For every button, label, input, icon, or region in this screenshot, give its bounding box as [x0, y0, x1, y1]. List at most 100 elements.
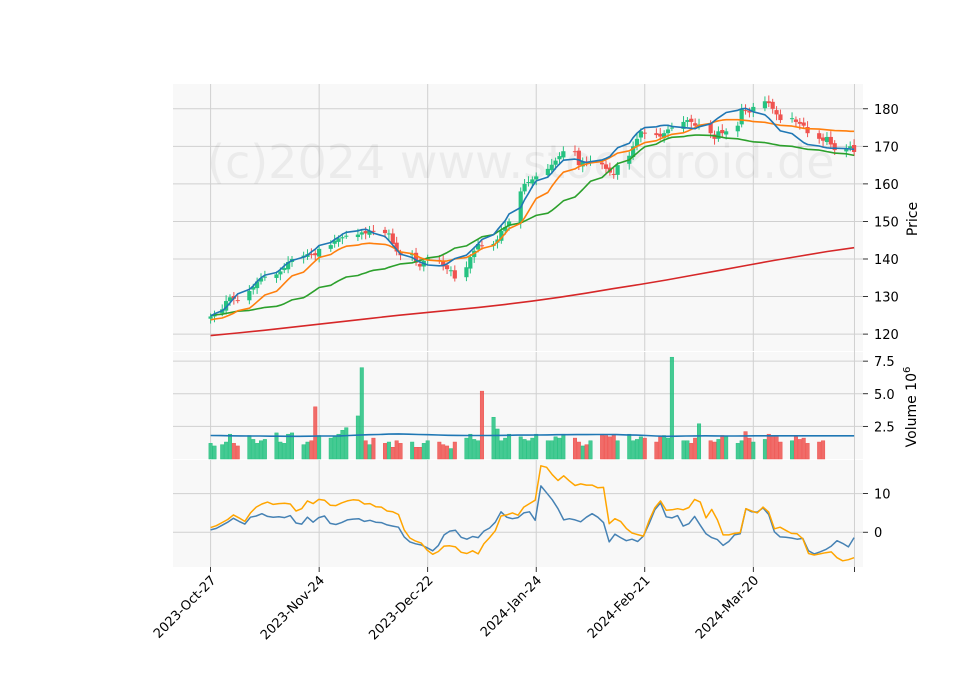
candle-body [274, 274, 279, 278]
volume-bar [231, 443, 236, 460]
sma-green-line [210, 134, 855, 317]
volume-bar [371, 437, 376, 460]
candle-body [371, 230, 376, 232]
volume-bar [526, 440, 531, 460]
candle-body [506, 221, 512, 226]
volume-bar [390, 447, 395, 460]
candle-body [735, 125, 740, 132]
candle-body [716, 131, 721, 139]
candle-body [286, 262, 291, 270]
candle-body [452, 270, 457, 279]
candle-body [355, 234, 361, 238]
volume-tick-label: 5.0 [874, 388, 895, 403]
candle-body [778, 114, 783, 121]
volume-bar [793, 436, 798, 460]
candle-body [410, 254, 415, 256]
candle-body [766, 101, 771, 104]
candle-body [224, 301, 229, 311]
candle-body [444, 265, 450, 270]
volume-bar [530, 437, 535, 460]
volume-bar [507, 433, 512, 460]
volume-bar [332, 436, 337, 460]
volume-bar [212, 445, 217, 460]
candle-body [534, 176, 539, 180]
volume-bar [452, 441, 457, 460]
candle-body [580, 161, 585, 167]
volume-bar [344, 427, 349, 460]
candle-body [235, 300, 240, 302]
candle-body [317, 248, 322, 257]
volume-bar [286, 433, 291, 460]
volume-tick-label: 7.5 [874, 355, 895, 370]
candle-body [208, 316, 213, 319]
volume-bar [669, 356, 674, 460]
volume-bar [666, 437, 671, 460]
volume-bar [386, 441, 391, 460]
candle-body [448, 270, 454, 272]
volume-bar [770, 435, 775, 460]
volume-bar [414, 447, 419, 460]
candle-body [693, 123, 698, 126]
volume-bar [421, 443, 426, 460]
volume-bar [290, 432, 294, 460]
volume-bar [255, 443, 260, 460]
volume-bar [724, 436, 729, 460]
volume-bar [697, 423, 702, 460]
volume-bar [561, 433, 566, 460]
volume-bar [638, 436, 643, 460]
candle-body [615, 165, 620, 175]
x-tick-label: 2023-Nov-24 [258, 573, 328, 643]
volume-axis-label: Volume 106 [902, 367, 920, 448]
volume-bar [549, 440, 554, 460]
price-tick-label: 170 [874, 140, 899, 155]
candle-body [665, 129, 671, 134]
candle-body [762, 101, 768, 109]
volume-bar [522, 439, 527, 460]
volume-bar [735, 443, 740, 460]
volume-bar [425, 440, 430, 460]
candle-body [530, 179, 535, 184]
volume-tick-label: 2.5 [874, 420, 895, 435]
candle-body [669, 127, 674, 129]
volume-bar [821, 440, 826, 460]
volume-bar [805, 443, 810, 460]
candle-body [328, 245, 333, 249]
candle-body [805, 126, 810, 134]
candle-body [797, 121, 802, 124]
candle-body [789, 118, 795, 120]
oscillator-orange-line [210, 465, 855, 562]
candle-body [820, 137, 826, 141]
candle-body [247, 290, 252, 301]
volume-bar [259, 440, 263, 460]
volume-bar [445, 445, 450, 460]
x-tick-label: 2024-Feb-21 [585, 573, 654, 642]
candle-body [282, 268, 287, 271]
candle-body [359, 232, 364, 235]
price-axis-label: Price [905, 202, 921, 236]
candle-body [503, 227, 508, 231]
candle-body [475, 243, 481, 250]
volume-bar [437, 441, 442, 460]
volume-bar [534, 433, 539, 460]
volume-average-line [210, 433, 855, 438]
volume-bar [662, 435, 667, 460]
candle-body [720, 130, 725, 134]
volume-bar [642, 437, 647, 460]
candle-body [654, 133, 659, 136]
candle-body [367, 230, 372, 235]
volume-bar [468, 433, 473, 460]
volume-bar [739, 440, 744, 460]
volume-bar [383, 443, 388, 460]
candle-body [642, 132, 647, 134]
candle-body [417, 264, 423, 267]
volume-bar [762, 439, 767, 460]
candle-body [724, 131, 729, 135]
watermark: (c)2024 www.stockdroid.de [207, 135, 835, 189]
volume-bar [247, 435, 252, 460]
volume-bar [635, 439, 639, 460]
candle-body [828, 136, 833, 145]
sma-orange-line [210, 118, 855, 321]
volume-bar [588, 440, 593, 460]
volume-bar [654, 441, 659, 460]
candle-body [824, 136, 830, 143]
